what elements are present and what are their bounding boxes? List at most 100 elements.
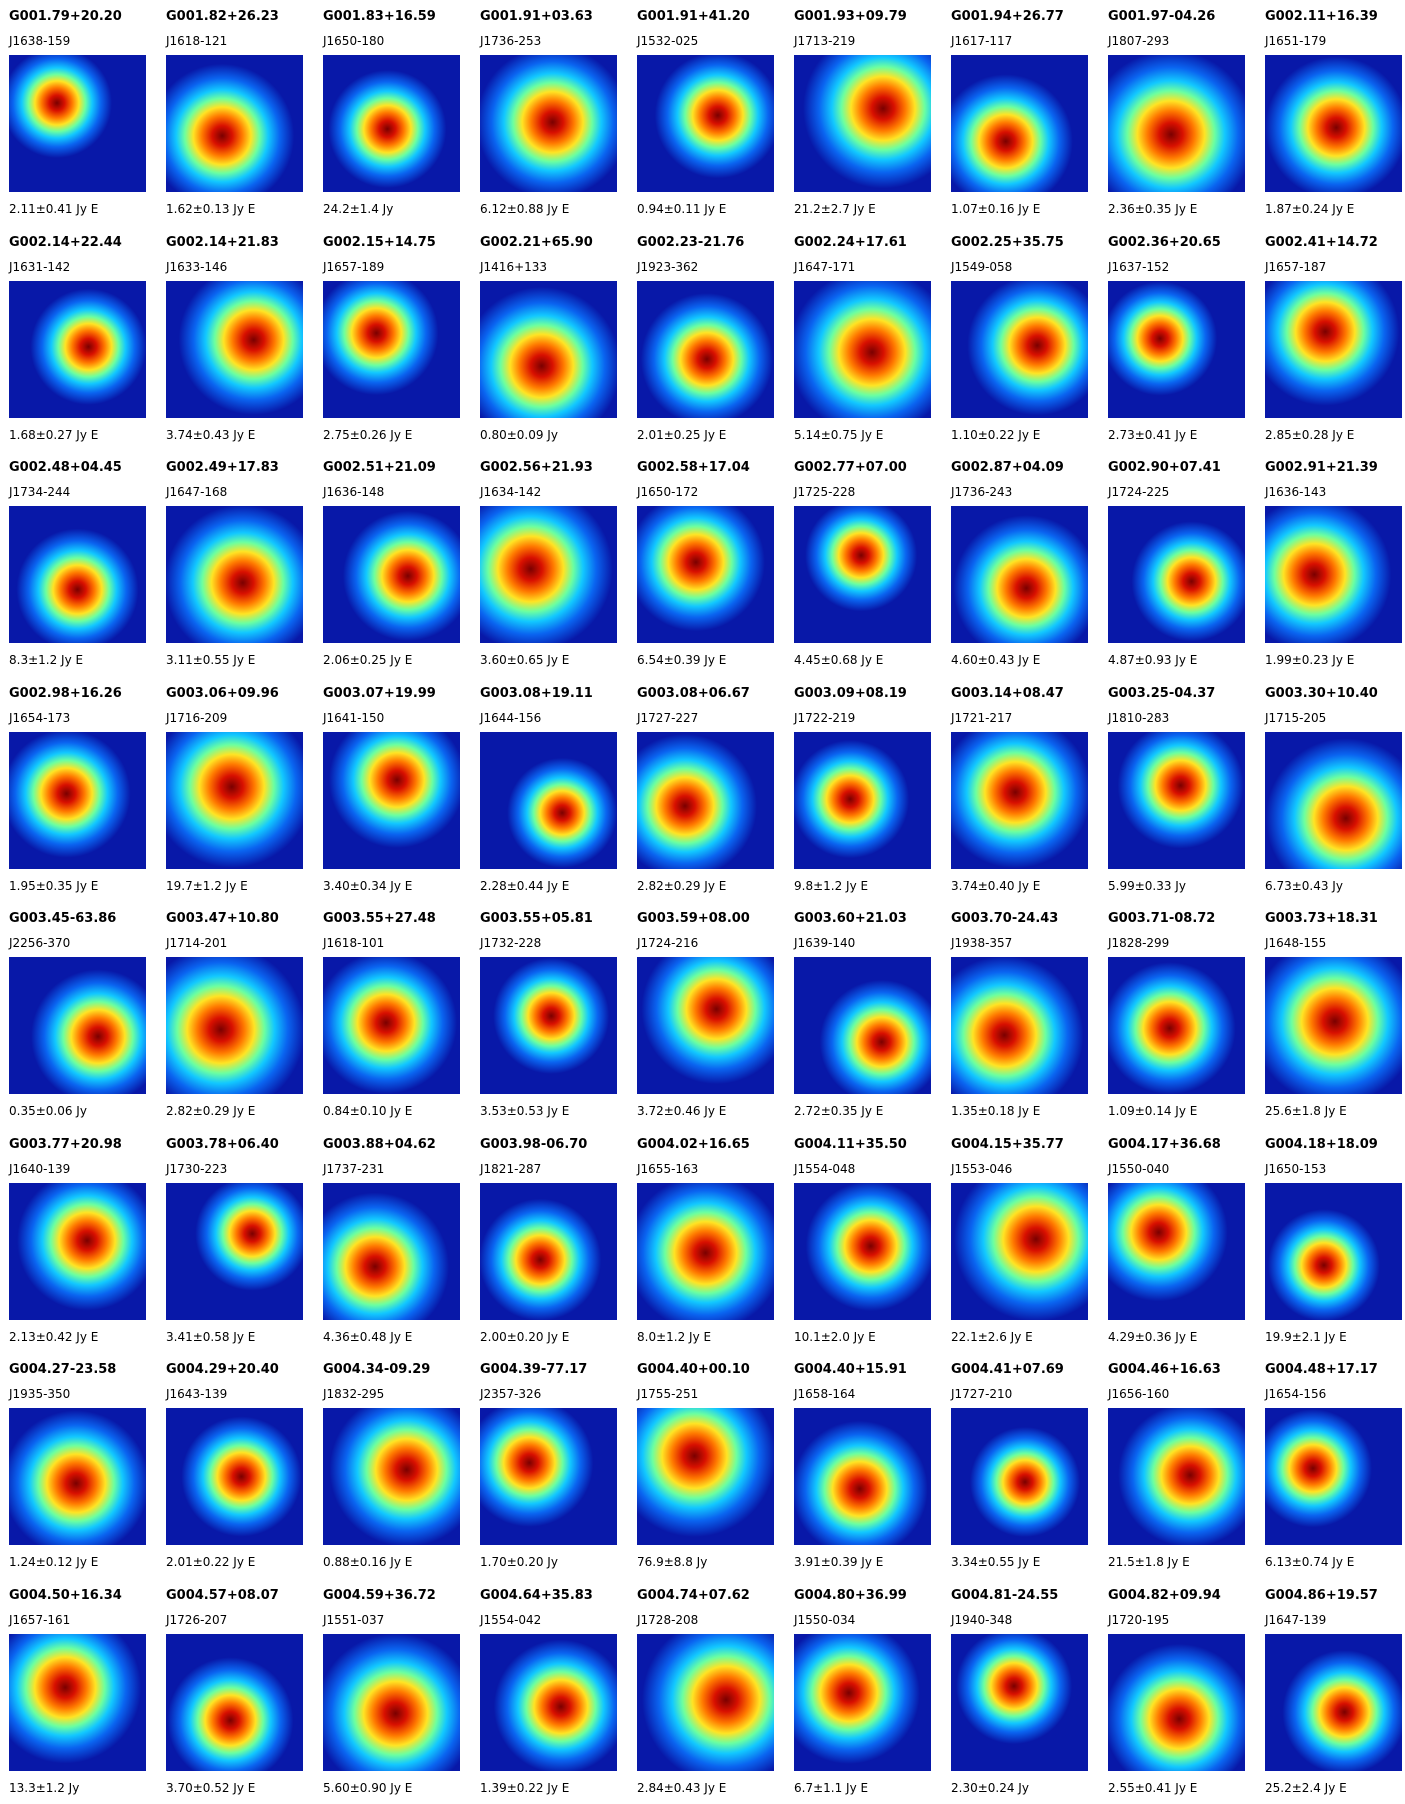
source-thumbnail [480,1408,617,1545]
source-name: G004.11+35.50 [794,1136,907,1152]
source-name: G003.78+06.40 [166,1136,279,1152]
source-name: G001.79+20.20 [9,9,122,24]
source-flux: 19.7±1.2 Jy E [166,878,248,893]
source-alt-name: J1654-156 [1265,1387,1327,1401]
source-thumbnail [323,55,460,192]
source-flux: 1.07±0.16 Jy E [951,202,1041,216]
source-thumbnail [323,1182,460,1320]
source-thumbnail [480,280,617,418]
source-thumbnail [166,1633,303,1771]
source-alt-name: J1416+133 [480,259,548,274]
source-flux: 6.13±0.74 Jy E [1265,1555,1355,1569]
source-card: G001.91+41.20 J1532-025 0.94±0.11 Jy E [637,0,774,226]
source-name: G003.07+19.99 [323,685,436,701]
source-alt-name: J1714-201 [166,936,228,950]
source-flux: 1.62±0.13 Jy E [166,202,256,216]
source-thumbnail [323,1408,460,1545]
source-name: G003.09+08.19 [794,685,907,701]
source-name: G004.74+07.62 [637,1587,750,1603]
source-name: G003.71-08.72 [1108,911,1216,926]
source-thumbnail [1108,506,1245,643]
source-card: G004.17+36.68 J1550-040 4.29±0.36 Jy E [1108,1128,1245,1354]
source-card: G004.81-24.55 J1940-348 2.30±0.24 Jy [951,1579,1088,1804]
source-name: G003.06+09.96 [166,685,279,701]
source-thumbnail [323,506,460,643]
source-flux: 5.99±0.33 Jy [1108,878,1186,893]
source-name: G004.40+15.91 [794,1362,907,1377]
source-name: G002.51+21.09 [323,460,436,475]
source-name: G002.98+16.26 [9,685,122,701]
source-name: G003.70-24.43 [951,911,1059,926]
source-name: G002.23-21.76 [637,234,745,250]
source-flux: 19.9±2.1 Jy E [1265,1329,1347,1344]
source-card: G003.73+18.31 J1648-155 25.6±1.8 Jy E [1265,902,1402,1128]
source-thumbnail [794,1633,931,1771]
source-alt-name: J1725-228 [794,485,856,499]
source-card: G003.47+10.80 J1714-201 2.82±0.29 Jy E [166,902,303,1128]
source-flux: 1.10±0.22 Jy E [951,427,1041,442]
source-flux: 0.84±0.10 Jy E [323,1104,413,1118]
source-card: G003.70-24.43 J1938-357 1.35±0.18 Jy E [951,902,1088,1128]
source-name: G002.49+17.83 [166,460,279,475]
source-name: G003.88+04.62 [323,1136,436,1152]
source-name: G001.83+16.59 [323,9,436,24]
source-flux: 25.2±2.4 Jy E [1265,1780,1347,1795]
source-card: G002.58+17.04 J1650-172 6.54±0.39 Jy E [637,451,774,677]
source-alt-name: J1650-153 [1265,1161,1327,1176]
source-alt-name: J1633-146 [166,259,228,274]
source-card: G003.78+06.40 J1730-223 3.41±0.58 Jy E [166,1128,303,1354]
source-alt-name: J1631-142 [9,259,71,274]
source-alt-name: J1551-037 [323,1612,385,1627]
source-name: G002.90+07.41 [1108,460,1221,475]
source-alt-name: J1640-139 [9,1161,71,1176]
source-card: G003.77+20.98 J1640-139 2.13±0.42 Jy E [9,1128,146,1354]
source-thumbnail [951,55,1088,192]
source-thumbnail [951,1182,1088,1320]
source-name: G004.41+07.69 [951,1362,1064,1377]
source-thumbnail [1265,506,1402,643]
source-flux: 8.3±1.2 Jy E [9,653,84,667]
source-alt-name: J1655-163 [637,1161,699,1176]
source-alt-name: J1647-168 [166,485,228,499]
source-alt-name: J1643-139 [166,1387,228,1401]
source-flux: 1.99±0.23 Jy E [1265,653,1355,667]
source-thumbnail [1265,731,1402,869]
source-alt-name: J1724-216 [637,936,699,950]
source-card: G001.83+16.59 J1650-180 24.2±1.4 Jy [323,0,460,226]
source-alt-name: J1553-046 [951,1161,1013,1176]
source-alt-name: J1639-140 [794,936,856,950]
source-card: G003.09+08.19 J1722-219 9.8±1.2 Jy E [794,677,931,903]
source-name: G004.34-09.29 [323,1362,431,1377]
source-name: G003.08+06.67 [637,685,750,701]
source-name: G004.86+19.57 [1265,1587,1378,1603]
source-flux: 1.87±0.24 Jy E [1265,202,1355,216]
source-card: G003.14+08.47 J1721-217 3.74±0.40 Jy E [951,677,1088,903]
source-flux: 2.13±0.42 Jy E [9,1329,99,1344]
source-card: G003.60+21.03 J1639-140 2.72±0.35 Jy E [794,902,931,1128]
source-flux: 76.9±8.8 Jy [637,1555,708,1569]
source-card: G004.29+20.40 J1643-139 2.01±0.22 Jy E [166,1353,303,1579]
source-flux: 3.40±0.34 Jy E [323,878,413,893]
source-name: G002.48+04.45 [9,460,122,475]
source-alt-name: J2256-370 [9,936,71,950]
source-name: G001.94+26.77 [951,9,1064,24]
source-thumbnail [1108,1408,1245,1545]
source-card: G004.11+35.50 J1554-048 10.1±2.0 Jy E [794,1128,931,1354]
source-flux: 8.0±1.2 Jy E [637,1329,712,1344]
source-alt-name: J1647-139 [1265,1612,1327,1627]
source-name: G003.77+20.98 [9,1136,122,1152]
source-thumbnail [951,506,1088,643]
source-alt-name: J1727-227 [637,710,699,725]
source-thumbnail [480,1182,617,1320]
source-card: G004.80+36.99 J1550-034 6.7±1.1 Jy E [794,1579,931,1804]
source-flux: 2.28±0.44 Jy E [480,878,570,893]
source-name: G004.15+35.77 [951,1136,1064,1152]
source-name: G002.25+35.75 [951,234,1064,250]
source-flux: 6.73±0.43 Jy [1265,878,1343,893]
source-card: G004.46+16.63 J1656-160 21.5±1.8 Jy E [1108,1353,1245,1579]
source-flux: 2.30±0.24 Jy [951,1780,1029,1795]
source-thumbnail [951,1408,1088,1545]
source-thumbnail [166,506,303,643]
source-flux: 3.53±0.53 Jy E [480,1104,570,1118]
source-thumbnail [637,1633,774,1771]
